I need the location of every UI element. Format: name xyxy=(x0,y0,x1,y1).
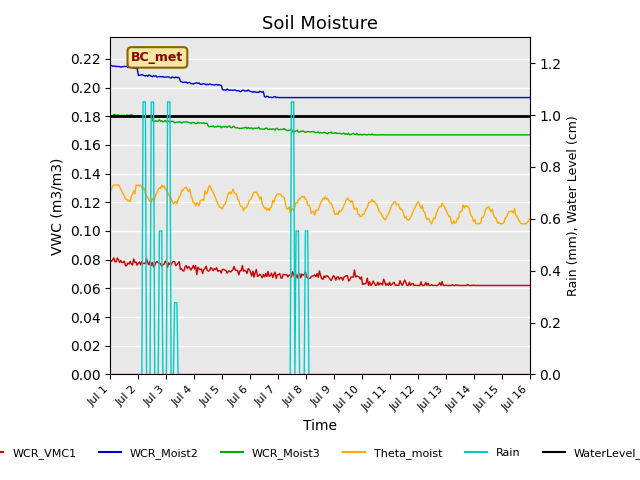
Title: Soil Moisture: Soil Moisture xyxy=(262,15,378,33)
X-axis label: Time: Time xyxy=(303,419,337,433)
Y-axis label: VWC (m3/m3): VWC (m3/m3) xyxy=(50,157,64,254)
Y-axis label: Rain (mm), Water Level (cm): Rain (mm), Water Level (cm) xyxy=(567,116,580,296)
Legend: WCR_VMC1, WCR_Moist2, WCR_Moist3, Theta_moist, Rain, WaterLevel_cm: WCR_VMC1, WCR_Moist2, WCR_Moist3, Theta_… xyxy=(0,444,640,463)
Text: BC_met: BC_met xyxy=(131,51,184,64)
